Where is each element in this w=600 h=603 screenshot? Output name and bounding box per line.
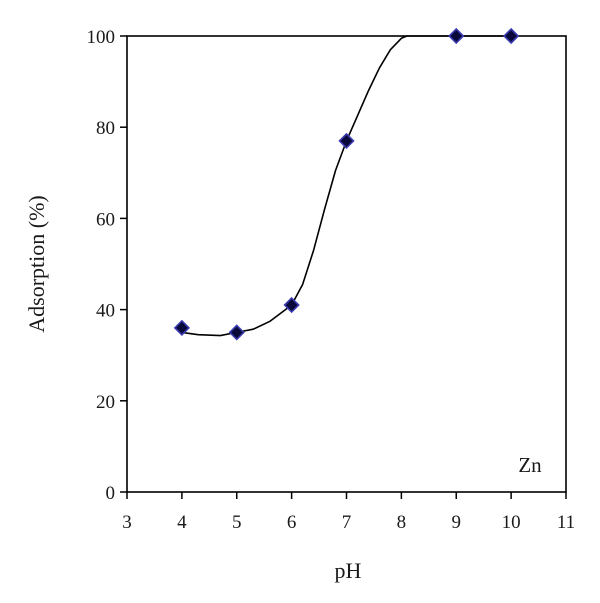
- y-tick-label: 40: [96, 301, 115, 322]
- x-tick-label: 5: [232, 512, 242, 533]
- x-tick-label: 9: [452, 512, 462, 533]
- data-point-marker: [448, 27, 465, 45]
- y-tick-label: 0: [106, 483, 116, 504]
- data-point-marker: [228, 324, 245, 341]
- element-annotation: Zn: [518, 453, 542, 477]
- data-point-marker: [283, 296, 300, 314]
- y-tick-label: 80: [96, 118, 115, 139]
- y-tick-label: 60: [96, 209, 115, 230]
- x-tick-label: 10: [502, 512, 521, 533]
- x-axis-title: pH: [335, 558, 362, 583]
- x-tick-label: 3: [122, 512, 132, 533]
- data-point-marker: [502, 27, 520, 45]
- data-point-marker: [173, 319, 191, 336]
- y-axis-title: Adsorption (%): [24, 195, 49, 332]
- plot-area-frame: [126, 35, 567, 493]
- x-tick-label: 8: [397, 512, 407, 533]
- x-tick-label: 11: [557, 512, 575, 533]
- y-tick-label: 100: [87, 27, 116, 48]
- fit-curve: [181, 35, 512, 337]
- x-tick-label: 7: [342, 512, 352, 533]
- data-point-marker: [338, 132, 355, 150]
- x-tick-label: 6: [287, 512, 297, 533]
- x-tick-label: 4: [177, 512, 187, 533]
- y-tick-label: 20: [96, 392, 115, 413]
